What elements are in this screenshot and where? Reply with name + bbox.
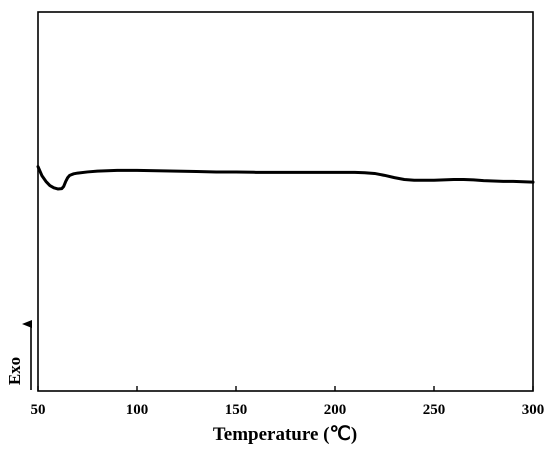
x-tick-label: 300	[522, 402, 545, 418]
y-axis-title: Exo	[5, 357, 24, 385]
x-tick-label: 250	[423, 402, 446, 418]
x-tick-label: 100	[126, 402, 149, 418]
x-axis-ticks	[37, 386, 534, 391]
x-tick-label: 150	[225, 402, 248, 418]
x-axis-tick-labels: 50 100 150 200 250 300	[31, 402, 545, 418]
plot-area: 50 100 150 200 250 300	[31, 11, 545, 418]
x-axis-title: Temperature (℃)	[213, 424, 357, 445]
x-tick-label: 50	[31, 402, 46, 418]
x-tick-label: 200	[324, 402, 347, 418]
series-line	[36, 165, 535, 191]
plot-frame	[37, 11, 534, 392]
